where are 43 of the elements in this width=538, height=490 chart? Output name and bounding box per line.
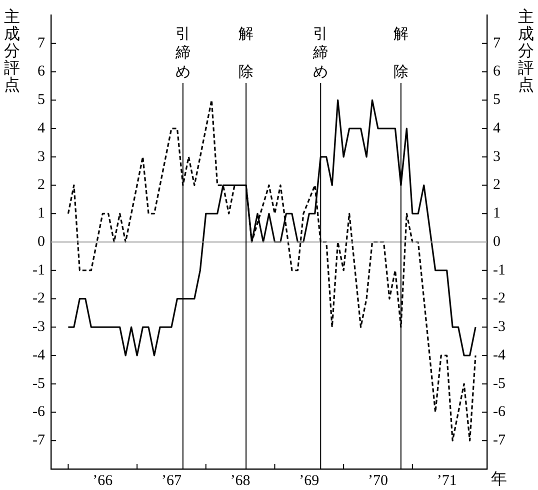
y2-tick-label: -3	[493, 319, 506, 336]
y2-tick-label: -6	[493, 404, 506, 420]
x-tick-label: ’68	[230, 472, 250, 489]
y2-tick-label: -1	[493, 262, 506, 278]
y-tick-label: -6	[32, 404, 46, 420]
y2-axis-title: 主成分評点	[518, 8, 534, 94]
x-tick-label: ’71	[436, 472, 457, 489]
y2-tick-label: -4	[493, 347, 506, 364]
x-tick-label: ’70	[368, 472, 388, 489]
y2-tick-label: -2	[493, 290, 506, 307]
y-tick-label: -2	[32, 290, 45, 307]
y2-tick-label: 6	[493, 64, 501, 80]
y-tick-label: 5	[38, 92, 45, 108]
y-tick-label: 1	[38, 206, 45, 222]
y-tick-label: 4	[38, 120, 46, 136]
y-tick-label: -4	[32, 347, 46, 364]
y-tick-label: 2	[38, 177, 45, 194]
y2-tick-label: 5	[493, 92, 500, 108]
y-tick-label: 6	[38, 64, 46, 80]
x-axis-title: 年	[491, 471, 507, 488]
ref-line-label: 引締め	[312, 26, 328, 80]
y-tick-label: 3	[38, 148, 45, 165]
y2-tick-label: 3	[493, 148, 500, 165]
x-tick-label: ’69	[299, 472, 320, 489]
y-tick-label: 7	[38, 35, 46, 52]
text: 解除	[238, 26, 254, 80]
y2-tick-label: 0	[493, 234, 500, 250]
y-tick-label: -5	[32, 376, 45, 392]
y2-tick-label: -5	[493, 376, 506, 392]
x-tick-label: ’66	[92, 472, 114, 489]
y-axis-title: 主成分評点	[4, 8, 20, 94]
x-tick-label: ’67	[161, 472, 182, 489]
y2-tick-label: -7	[493, 432, 506, 449]
y2-tick-label: 7	[493, 35, 501, 52]
y-tick-label: -1	[32, 262, 45, 278]
y2-tick-label: 2	[493, 177, 500, 194]
ref-line-label: 引締め	[174, 26, 190, 80]
text: 解除	[393, 26, 408, 80]
y-tick-label: 0	[38, 234, 45, 250]
y-tick-label: -7	[32, 432, 46, 449]
y2-tick-label: 4	[493, 120, 501, 136]
y-tick-label: -3	[32, 319, 45, 336]
y2-tick-label: 1	[493, 206, 500, 222]
